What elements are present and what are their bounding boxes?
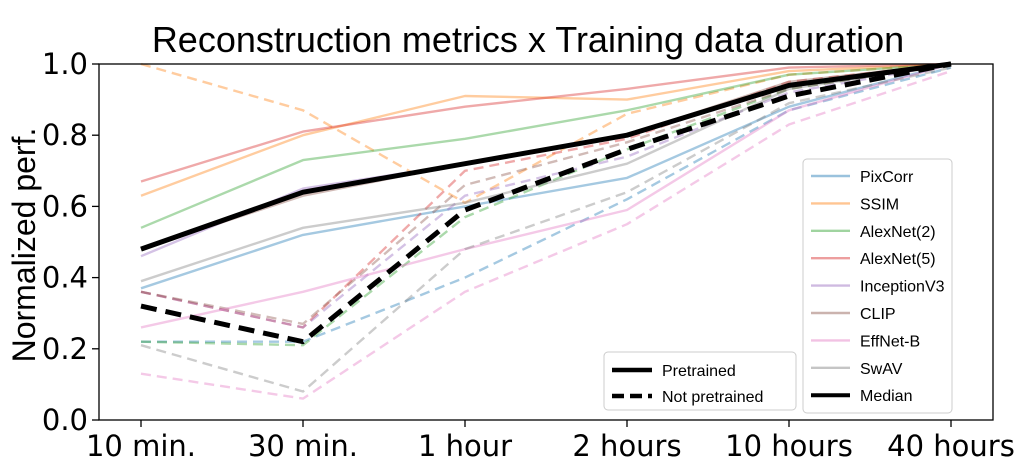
legend-label-effnet-b: EffNet-B — [860, 333, 920, 350]
series-line-ssim-pretrained — [140, 62, 952, 197]
series-line-median-not-pretrained — [140, 61, 952, 345]
series-line-pixcorr-not-pretrained — [141, 66, 952, 343]
series-line-median-pretrained — [140, 61, 952, 252]
series-line-alexnet-5--pretrained — [140, 62, 952, 183]
x-tick-label: 10 min. — [86, 429, 196, 463]
legend-label-alexnet-5-: AlexNet(5) — [860, 251, 936, 268]
x-tick-label: 1 hour — [418, 429, 512, 463]
series-line-inceptionv3-not-pretrained — [140, 62, 952, 329]
series-line-clip-not-pretrained — [140, 62, 952, 326]
legend-label-clip: CLIP — [860, 306, 896, 323]
y-tick-label: 0.6 — [42, 189, 88, 223]
legend-label-median: Median — [860, 388, 912, 405]
series-layer — [140, 61, 952, 400]
legend-label-ssim: SSIM — [860, 196, 899, 213]
style-legend-label-not-pretrained: Not pretrained — [662, 389, 763, 406]
series-line-alexnet-5--not-pretrained — [140, 62, 952, 329]
style-legend: Pretrained Not pretrained — [603, 351, 797, 411]
series-line-alexnet-2--not-pretrained — [140, 62, 952, 347]
metric-legend-frame — [802, 158, 953, 414]
x-tick-label: 2 hours — [572, 429, 681, 463]
metric-legend: PixCorr SSIM AlexNet(2) AlexNet(5) Inception… — [802, 158, 953, 414]
series-line-swav-not-pretrained — [140, 66, 952, 393]
y-tick-label: 0.4 — [42, 261, 88, 295]
series-line-pixcorr-pretrained — [140, 62, 952, 290]
y-tick-label: 0.8 — [42, 118, 88, 152]
axes — [92, 63, 994, 427]
series-line-alexnet-2--pretrained — [140, 62, 952, 229]
tick-labels: 0.0 0.2 0.4 0.6 0.8 1.0 10 min. 30 min. 1 hour 2 … — [42, 47, 1015, 463]
legend-label-inceptionv3: InceptionV3 — [860, 279, 945, 296]
series-line-effnet-b-not-pretrained — [140, 69, 952, 400]
series-line-effnet-b-pretrained — [140, 62, 952, 329]
style-legend-label-pretrained: Pretrained — [662, 363, 736, 380]
x-tick-label: 10 hours — [725, 429, 853, 463]
y-tick-label: 0.0 — [42, 403, 88, 437]
series-line-swav-pretrained — [140, 62, 952, 283]
legend-label-pixcorr: PixCorr — [860, 169, 914, 186]
y-tick-label: 0.2 — [42, 332, 88, 366]
y-tick-label: 1.0 — [42, 47, 88, 81]
x-tick-label: 30 min. — [248, 429, 358, 463]
plot-frame — [98, 63, 994, 421]
chart-title: Reconstruction metrics x Training data d… — [152, 19, 904, 60]
legend-label-swav: SwAV — [860, 361, 903, 378]
legend-label-alexnet-2-: AlexNet(2) — [860, 224, 936, 241]
x-tick-label: 40 hours — [887, 429, 1015, 463]
y-axis-label: Normalized perf. — [6, 128, 42, 363]
